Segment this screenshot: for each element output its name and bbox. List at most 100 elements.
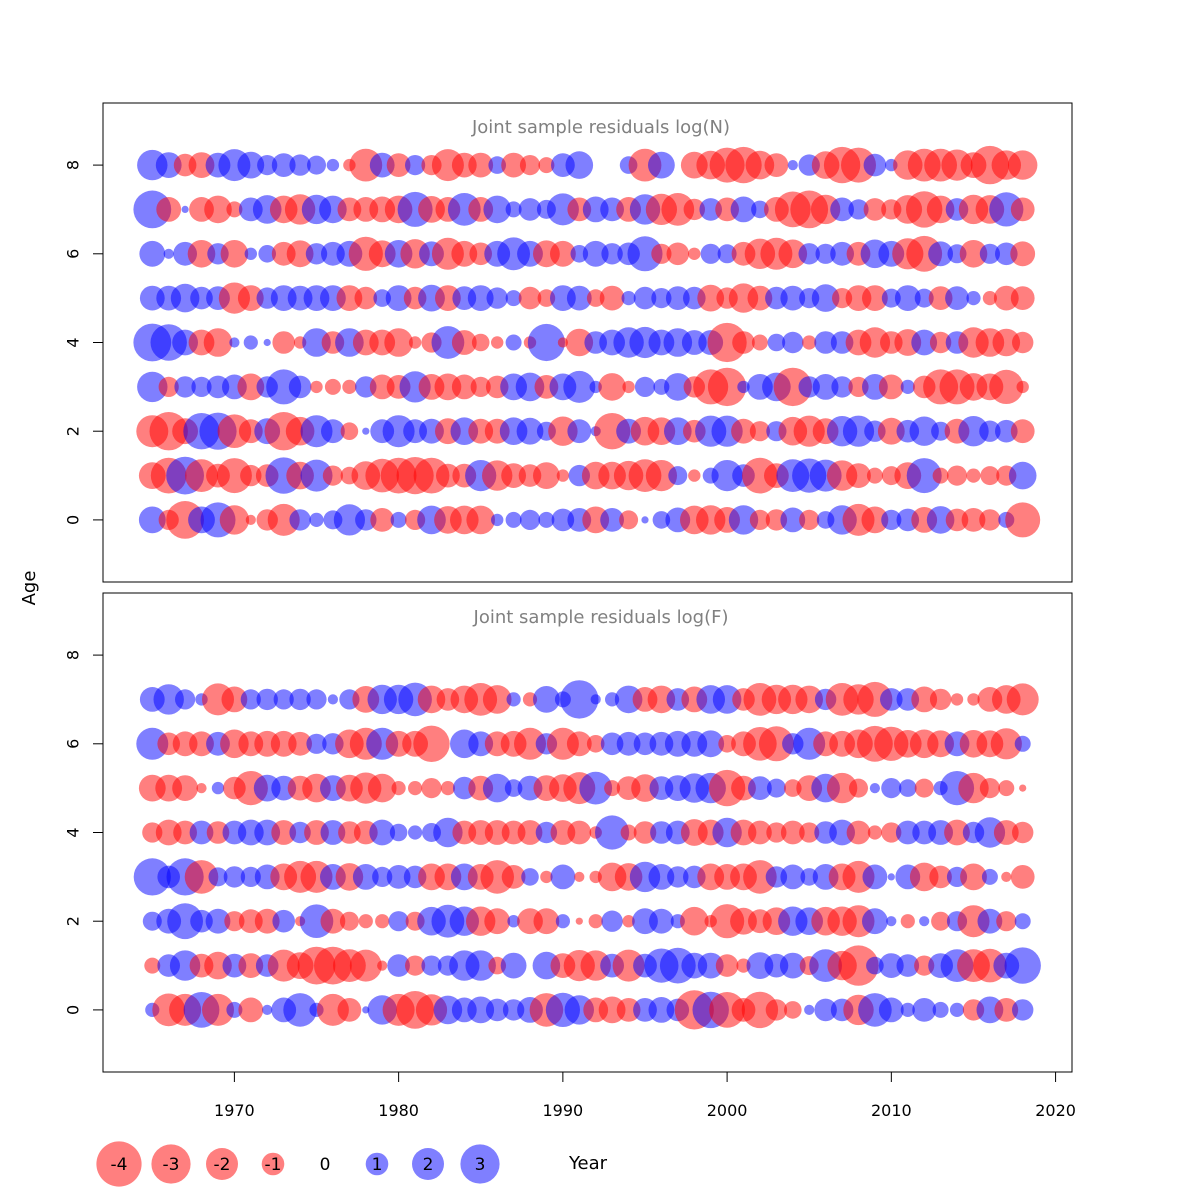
residual-bubble [616,731,641,756]
residual-bubble [220,240,249,268]
residual-bubble [354,286,378,310]
residual-bubble [911,686,938,713]
residual-bubble [375,914,390,929]
residual-bubble [958,416,989,447]
x-tick-label: 2000 [707,1101,748,1120]
residual-bubble [780,507,806,533]
residual-bubble [288,375,312,399]
residual-bubble [600,732,624,756]
residual-bubble [815,243,836,264]
residual-bubble [767,333,786,352]
residual-bubble [550,820,576,845]
x-tick-label: 2010 [871,1101,912,1120]
residual-bubble [989,369,1024,404]
residual-bubble [661,193,695,226]
residual-bubble [861,506,889,534]
residual-bubble [779,952,806,979]
residual-bubble [766,822,787,843]
residual-bubble [221,686,248,713]
residual-bubble [595,815,630,850]
residual-bubble [306,733,327,754]
residual-bubble [340,422,359,441]
residual-bubble [386,153,411,178]
residual-bubble [563,370,596,403]
residual-bubble [730,196,757,223]
residual-bubble [878,997,904,1023]
residual-bubble [305,243,328,265]
residual-bubble [780,285,806,311]
residual-bubble [862,864,888,890]
residual-bubble [707,367,747,407]
residual-bubble [1019,784,1027,792]
y-tick-label: 4 [64,337,83,347]
x-axis: 1970 1980 1990 2000 2010 2020 [214,1071,1076,1120]
y-tick-label: 8 [64,160,83,170]
residual-bubble [878,953,904,978]
residual-bubble [413,725,450,762]
residual-bubble [966,291,981,306]
residual-bubble [928,286,953,310]
residual-bubble [795,685,823,714]
x-tick-label: 1980 [378,1101,419,1120]
residual-bubble [142,911,162,931]
residual-bubble [1010,286,1035,310]
residual-bubble [238,953,264,978]
residual-bubble [846,463,871,488]
residual-bubble [306,689,327,710]
residual-bubble [258,245,277,263]
residual-bubble [717,244,737,264]
residual-bubble [668,466,688,486]
residual-bubble [715,954,739,977]
residual-bubble [994,998,1019,1022]
residual-bubble [466,505,496,535]
residual-bubble [257,155,278,176]
residual-bubble [979,420,1001,442]
residual-bubble [386,865,411,889]
residual-bubble [649,908,674,934]
residual-bubble [909,416,939,446]
residual-bubble [633,732,657,756]
residual-bubble [863,198,887,221]
residual-bubble [641,516,649,524]
residual-bubble [944,819,970,846]
residual-bubble [1010,419,1035,444]
residual-bubble [405,955,426,976]
residual-bubble [211,781,225,795]
residual-bubble [408,781,423,796]
residual-bubble [588,914,603,929]
residual-bubble [465,950,496,981]
residual-bubble [324,378,341,395]
residual-bubble [203,328,233,357]
residual-bubble [240,464,262,487]
residual-bubble [440,781,455,796]
x-axis-label: Year [568,1153,608,1174]
y-tick-label: 4 [64,827,83,837]
residual-bubble [863,153,887,177]
residual-bubble [732,331,755,354]
residual-bubble [880,688,903,711]
residual-bubble [240,689,261,710]
residual-bubble [1012,999,1034,1021]
residual-bubble [519,509,541,530]
residual-bubble [926,506,955,534]
residual-bubble [471,333,490,352]
residual-bubble [191,376,212,397]
residual-bubble [1008,150,1038,180]
y-tick-label: 6 [64,739,83,749]
residual-bubble [912,998,937,1022]
residual-bubble [262,1004,273,1016]
residual-bubble [799,509,820,530]
residual-bubble [931,421,951,441]
residual-bubble [665,286,690,310]
residual-bubble [867,825,883,840]
residual-bubble [712,685,742,714]
residual-bubble [216,458,252,494]
residual-bubble [700,243,721,264]
residual-bubble [567,820,592,845]
residual-bubble [648,997,675,1023]
residual-bubble [961,508,986,532]
residual-bubble [238,997,264,1023]
residual-bubble [349,949,382,982]
residual-bubble [842,415,875,447]
legend-label: -2 [214,1155,231,1175]
